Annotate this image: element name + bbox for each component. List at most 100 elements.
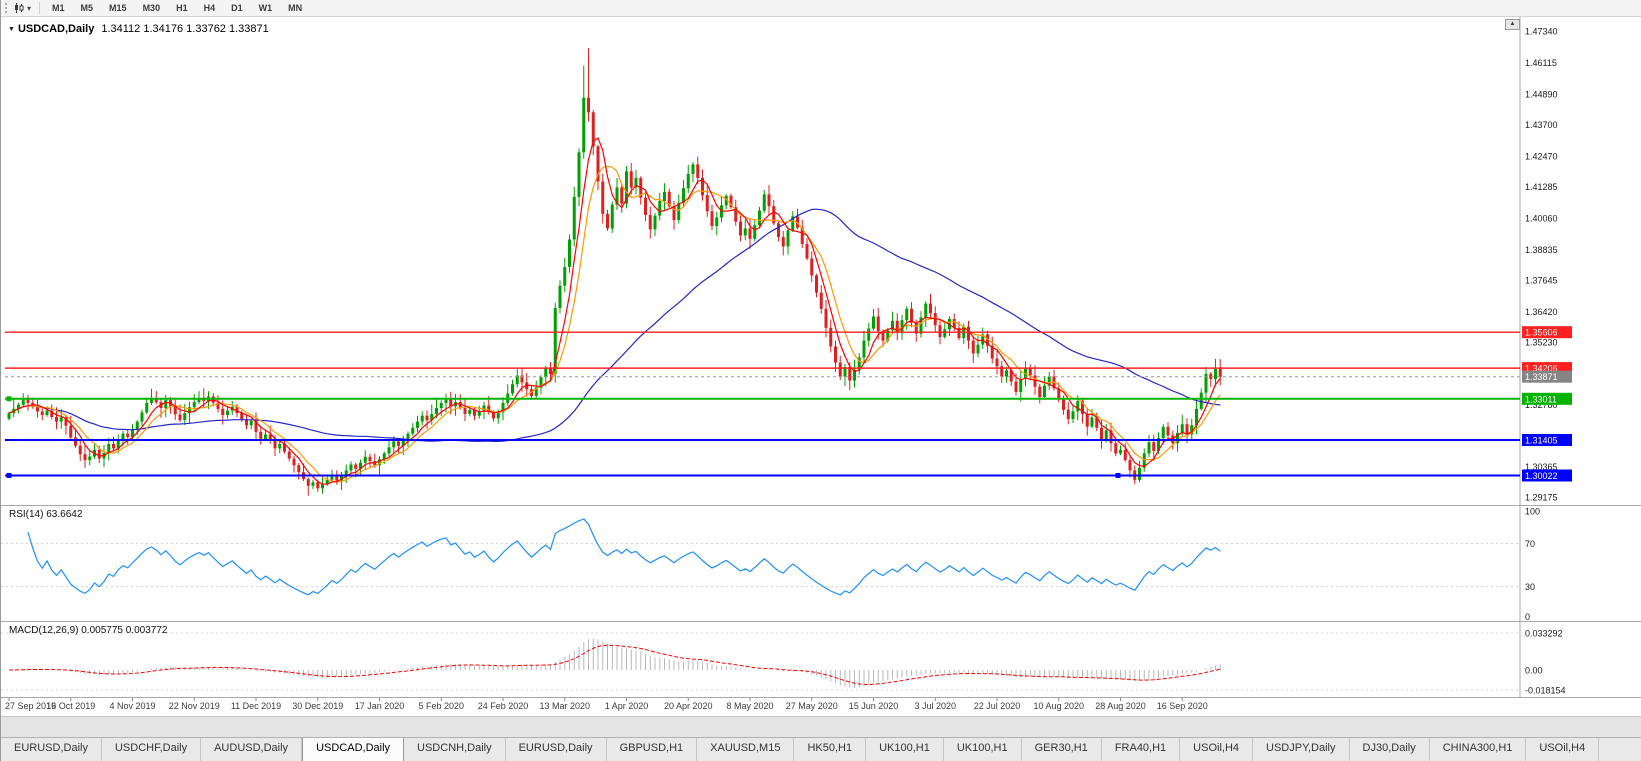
svg-text:1.30365: 1.30365 [1525, 462, 1558, 472]
svg-text:1.41285: 1.41285 [1525, 182, 1558, 192]
timeframe-toolbar: ▾ M1 M5 M15 M30 H1 H4 D1 W1 MN [1, 0, 1641, 17]
chart-tabs-bar: EURUSD,Daily USDCHF,Daily AUDUSD,Daily USDC… [1, 737, 1641, 761]
svg-text:1.34206: 1.34206 [1525, 364, 1558, 374]
tf-button-h1[interactable]: H1 [176, 3, 188, 13]
tab-xauusd-m15[interactable]: XAUUSD,M15 [697, 738, 795, 761]
tab-eurusd-daily[interactable]: EURUSD,Daily [1, 738, 102, 761]
chart-scroll-up-button[interactable]: ▲ [1505, 19, 1520, 30]
svg-text:1.46115: 1.46115 [1525, 58, 1557, 68]
svg-text:1.38835: 1.38835 [1525, 245, 1558, 255]
macd-layer: 0.033292 0.00 -0.018154 [1, 629, 1566, 696]
svg-text:1.35230: 1.35230 [1525, 337, 1558, 347]
svg-text:1.37645: 1.37645 [1525, 275, 1558, 285]
svg-text:1.44890: 1.44890 [1525, 90, 1558, 100]
svg-text:0.00: 0.00 [1525, 666, 1543, 676]
tab-usdcad-daily[interactable]: USDCAD,Daily [302, 738, 405, 761]
hlines-layer: 1.35606 1.34206 1.33011 1.31405 1.30022 1.338… [5, 326, 1572, 482]
svg-text:10 Aug 2020: 10 Aug 2020 [1033, 701, 1084, 711]
tab-dj30-daily[interactable]: DJ30,Daily [1349, 738, 1430, 761]
svg-text:1.42470: 1.42470 [1525, 152, 1558, 162]
svg-text:1.32780: 1.32780 [1525, 400, 1558, 410]
svg-text:17 Jan 2020: 17 Jan 2020 [355, 701, 405, 711]
svg-text:3 Jul 2020: 3 Jul 2020 [914, 701, 956, 711]
svg-text:13 Mar 2020: 13 Mar 2020 [539, 701, 590, 711]
svg-text:-0.018154: -0.018154 [1525, 686, 1566, 696]
macd-label: MACD(12,26,9) 0.005775 0.003772 [9, 625, 168, 636]
price-chart-canvas[interactable]: 1.47340 1.46115 1.44890 1.43700 1.42470 1.412… [1, 17, 1641, 716]
svg-text:5 Feb 2020: 5 Feb 2020 [418, 701, 464, 711]
tab-china300-h1[interactable]: CHINA300,H1 [1429, 738, 1527, 761]
candlestick-chart-icon[interactable] [13, 2, 25, 14]
svg-text:24 Feb 2020: 24 Feb 2020 [478, 701, 529, 711]
tf-button-h4[interactable]: H4 [203, 3, 216, 13]
svg-text:1.30022: 1.30022 [1525, 471, 1558, 481]
tab-uk100-h1[interactable]: UK100,H1 [943, 738, 1022, 761]
grid-layer [1, 17, 1641, 698]
chart-ohlc-values: 1.34112 1.34176 1.33762 1.33871 [101, 23, 269, 35]
svg-text:11 Dec 2019: 11 Dec 2019 [231, 701, 281, 711]
tab-hk50-h1[interactable]: HK50,H1 [794, 738, 867, 761]
tab-audusd-daily[interactable]: AUDUSD,Daily [201, 738, 303, 761]
tf-button-m15[interactable]: M15 [109, 3, 127, 13]
chevron-down-icon[interactable]: ▾ [27, 3, 32, 13]
svg-text:4 Nov 2019: 4 Nov 2019 [109, 701, 155, 711]
svg-text:16 Sep 2020: 16 Sep 2020 [1157, 701, 1208, 711]
svg-text:1.33871: 1.33871 [1525, 372, 1558, 382]
tab-usdchf-daily[interactable]: USDCHF,Daily [101, 738, 202, 761]
tf-button-m1[interactable]: M1 [52, 3, 65, 13]
tab-gbpusd-h1[interactable]: GBPUSD,H1 [606, 738, 698, 761]
rsi-layer: 100 70 30 0 [1, 507, 1540, 622]
status-strip [1, 716, 1641, 737]
chart-symbol-period: USDCAD,Daily [17, 23, 95, 35]
tab-usdjpy-daily[interactable]: USDJPY,Daily [1253, 738, 1350, 761]
svg-text:1.33011: 1.33011 [1525, 394, 1557, 404]
chart-title: ▼ USDCAD,Daily 1.34112 1.34176 1.33762 1.3… [8, 23, 269, 35]
tab-fra40-h1[interactable]: FRA40,H1 [1101, 738, 1181, 761]
svg-text:100: 100 [1525, 507, 1540, 517]
tf-button-m5[interactable]: M5 [80, 3, 94, 13]
svg-text:1 Apr 2020: 1 Apr 2020 [605, 701, 649, 711]
svg-text:15 Jun 2020: 15 Jun 2020 [849, 701, 899, 711]
svg-text:16 Oct 2019: 16 Oct 2019 [46, 701, 95, 711]
candles-layer [7, 48, 1222, 496]
svg-text:30 Dec 2019: 30 Dec 2019 [292, 701, 343, 711]
tab-usoil-h4[interactable]: USOil,H4 [1180, 738, 1254, 761]
y-axis-labels: 1.47340 1.46115 1.44890 1.43700 1.42470 1.412… [1525, 27, 1558, 503]
svg-text:0: 0 [1525, 612, 1530, 622]
rsi-label: RSI(14) 63.6642 [9, 509, 83, 520]
svg-text:22 Jul 2020: 22 Jul 2020 [974, 701, 1021, 711]
svg-text:20 Apr 2020: 20 Apr 2020 [664, 701, 713, 711]
svg-text:27 May 2020: 27 May 2020 [786, 701, 838, 711]
svg-text:8 May 2020: 8 May 2020 [726, 701, 773, 711]
svg-text:70: 70 [1525, 539, 1535, 549]
svg-text:22 Nov 2019: 22 Nov 2019 [169, 701, 220, 711]
svg-text:1.29175: 1.29175 [1525, 493, 1558, 503]
svg-text:1.43700: 1.43700 [1525, 120, 1558, 130]
svg-text:1.40060: 1.40060 [1525, 213, 1558, 223]
svg-text:28 Aug 2020: 28 Aug 2020 [1095, 701, 1146, 711]
ma-layer [8, 137, 1221, 485]
svg-text:0.033292: 0.033292 [1525, 629, 1563, 639]
tab-usoil-h4[interactable]: USOil,H4 [1526, 738, 1600, 761]
svg-text:1.36420: 1.36420 [1525, 307, 1558, 317]
chart-window: 1.47340 1.46115 1.44890 1.43700 1.42470 1.412… [1, 17, 1641, 716]
tf-button-m30[interactable]: M30 [142, 3, 161, 13]
tf-button-mn[interactable]: MN [288, 3, 303, 13]
svg-text:1.35606: 1.35606 [1525, 328, 1558, 338]
tab-uk100-h1[interactable]: UK100,H1 [866, 738, 944, 761]
tab-ger30-h1[interactable]: GER30,H1 [1021, 738, 1102, 761]
tf-button-d1[interactable]: D1 [231, 3, 243, 13]
svg-text:30: 30 [1525, 582, 1535, 592]
svg-text:1.31405: 1.31405 [1525, 436, 1558, 446]
svg-text:27 Sep 2019: 27 Sep 2019 [5, 701, 56, 711]
toolbar-grip[interactable] [5, 3, 8, 13]
toolbar-separator [39, 2, 41, 14]
tab-usdcnh-daily[interactable]: USDCNH,Daily [404, 738, 506, 761]
symbol-marker-icon: ▼ [8, 26, 15, 33]
tab-eurusd-daily[interactable]: EURUSD,Daily [505, 738, 607, 761]
timeframe-buttons: M1 M5 M15 M30 H1 H4 D1 W1 MN [44, 2, 310, 14]
tf-button-w1[interactable]: W1 [258, 3, 273, 13]
svg-text:1.47340: 1.47340 [1525, 27, 1558, 37]
